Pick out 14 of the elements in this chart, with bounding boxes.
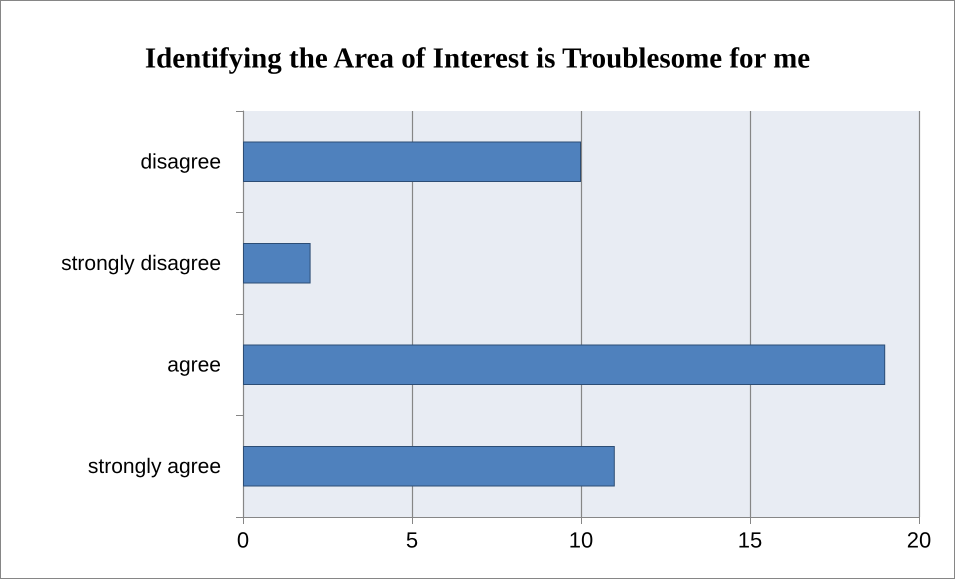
y-tick-label: strongly disagree bbox=[61, 252, 221, 275]
y-tick-label: agree bbox=[167, 353, 221, 376]
x-tick-label: 10 bbox=[568, 528, 594, 552]
y-tick-label: strongly agree bbox=[88, 454, 221, 478]
bar bbox=[243, 344, 886, 386]
chart-title: Identifying the Area of Interest is Troublesome for me bbox=[144, 42, 810, 74]
y-tick-label: disagree bbox=[140, 150, 221, 174]
x-tick-label: 20 bbox=[906, 528, 932, 552]
bar bbox=[243, 141, 581, 182]
x-tick-label: 15 bbox=[738, 528, 762, 552]
bar bbox=[243, 242, 311, 284]
x-tick-label: 5 bbox=[406, 528, 418, 552]
bar bbox=[243, 446, 615, 487]
x-tick-label: 0 bbox=[236, 528, 250, 552]
